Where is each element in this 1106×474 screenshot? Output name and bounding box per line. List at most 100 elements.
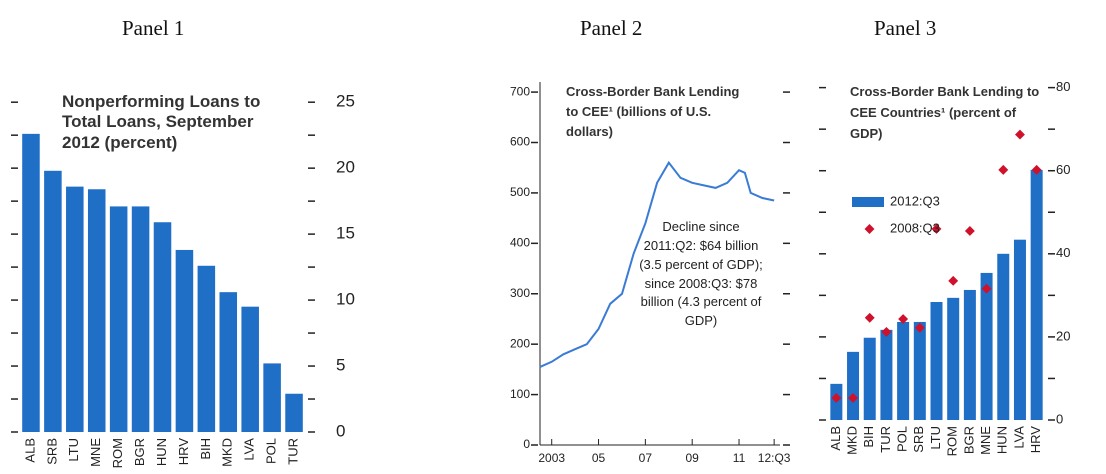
x-tick-label: BIH xyxy=(198,438,213,460)
point xyxy=(831,393,842,403)
line xyxy=(539,160,775,368)
point xyxy=(948,275,959,286)
y-tick-label: 300 xyxy=(510,286,530,300)
y-tick-label: 600 xyxy=(510,135,530,149)
x-tick-label: ROM xyxy=(945,426,960,456)
bar xyxy=(897,321,910,420)
y-tick-label: 20 xyxy=(1056,328,1070,343)
x-tick-label: MNE xyxy=(978,426,993,455)
bar xyxy=(930,302,943,420)
panel-label: Panel 3 xyxy=(874,16,937,40)
chart-title: Nonperforming Loans to Total Loans, Sept… xyxy=(62,92,261,152)
bar xyxy=(963,289,976,420)
bar xyxy=(285,393,303,432)
x-tick-label: 11 xyxy=(733,451,746,465)
x-tick-label: MKD xyxy=(844,426,859,455)
point xyxy=(981,283,992,294)
x-tick-label: SRB xyxy=(911,426,926,453)
legend-swatch xyxy=(864,224,875,234)
x-tick-label: 09 xyxy=(686,451,700,465)
bar xyxy=(847,351,860,420)
bar xyxy=(44,170,62,433)
y-tick-label: 500 xyxy=(510,185,530,199)
y-tick-label: 20 xyxy=(336,158,355,177)
legend-label: 2012:Q3 xyxy=(890,193,940,208)
point xyxy=(964,226,975,236)
x-tick-label: HUN xyxy=(995,426,1010,454)
x-tick-label: TUR xyxy=(285,438,300,465)
point xyxy=(848,393,858,403)
y-tick-label: 40 xyxy=(1056,245,1070,260)
bar xyxy=(980,272,993,420)
bar xyxy=(880,329,893,420)
bar xyxy=(87,189,106,432)
bar xyxy=(913,321,926,420)
y-tick-label: 5 xyxy=(336,356,345,375)
bar xyxy=(66,186,84,432)
bar xyxy=(997,253,1010,420)
bar xyxy=(109,206,128,432)
y-tick-label: 200 xyxy=(510,336,530,350)
y-tick-label: 400 xyxy=(510,236,530,250)
y-tick-label: 700 xyxy=(510,84,530,98)
bar xyxy=(863,337,876,420)
bar xyxy=(131,206,150,432)
x-tick-label: LVA xyxy=(1011,426,1026,449)
legend-swatch xyxy=(852,197,884,207)
x-tick-label: LVA xyxy=(242,438,257,461)
point xyxy=(931,223,942,234)
x-tick-label: BGR xyxy=(961,426,976,454)
x-tick-label: HUN xyxy=(154,438,169,466)
point xyxy=(1015,129,1025,140)
point xyxy=(898,314,909,324)
bar xyxy=(22,133,40,432)
bar xyxy=(153,222,172,432)
y-tick-label: 80 xyxy=(1056,79,1070,94)
y-tick-label: 25 xyxy=(336,92,355,111)
x-tick-label: 05 xyxy=(592,451,606,465)
chart-title: Cross-Border Bank Lending to CEE¹ (billi… xyxy=(566,84,740,140)
x-tick-label: ALB xyxy=(22,438,37,463)
x-tick-label: 07 xyxy=(639,451,653,465)
bar xyxy=(263,363,281,432)
annotation: Decline since 2011:Q2: $64 billion (3.5 … xyxy=(639,219,763,329)
x-tick-label: BIH xyxy=(861,426,876,448)
point xyxy=(864,312,875,323)
x-tick-label: LTU xyxy=(928,426,943,450)
y-tick-label: 0 xyxy=(523,437,530,451)
x-tick-label: SRB xyxy=(44,438,59,465)
y-tick-label: 10 xyxy=(336,290,355,309)
x-tick-label: POL xyxy=(895,426,910,452)
x-tick-label: 12:Q3 xyxy=(758,451,791,465)
y-tick-label: 15 xyxy=(336,224,355,243)
x-tick-label: HRV xyxy=(1028,426,1043,454)
chart-title: Cross-Border Bank Lending to CEE Countri… xyxy=(850,84,1040,141)
x-tick-label: POL xyxy=(264,438,279,464)
x-tick-label: ALB xyxy=(828,426,843,451)
y-tick-label: 100 xyxy=(510,387,530,401)
bar xyxy=(175,249,194,432)
x-tick-label: MNE xyxy=(88,438,103,467)
x-tick-label: LTU xyxy=(66,438,81,462)
bar xyxy=(947,297,960,420)
legend-label: 2008:Q3 xyxy=(890,220,940,235)
point xyxy=(881,326,892,337)
point xyxy=(998,164,1009,175)
bar xyxy=(1030,169,1043,420)
y-tick-label: 60 xyxy=(1056,162,1070,177)
panel-label: Panel 2 xyxy=(580,16,643,40)
bar xyxy=(197,265,216,432)
x-tick-label: BGR xyxy=(132,438,147,466)
y-tick-label: 0 xyxy=(336,421,345,440)
x-tick-label: HRV xyxy=(176,438,191,466)
x-tick-label: 2003 xyxy=(538,451,565,465)
bar xyxy=(241,306,259,432)
bar xyxy=(219,292,238,432)
point xyxy=(1031,164,1042,175)
bar xyxy=(1013,239,1026,420)
x-tick-label: MKD xyxy=(220,438,235,467)
panel-label: Panel 1 xyxy=(122,16,185,40)
x-tick-label: TUR xyxy=(878,426,893,453)
